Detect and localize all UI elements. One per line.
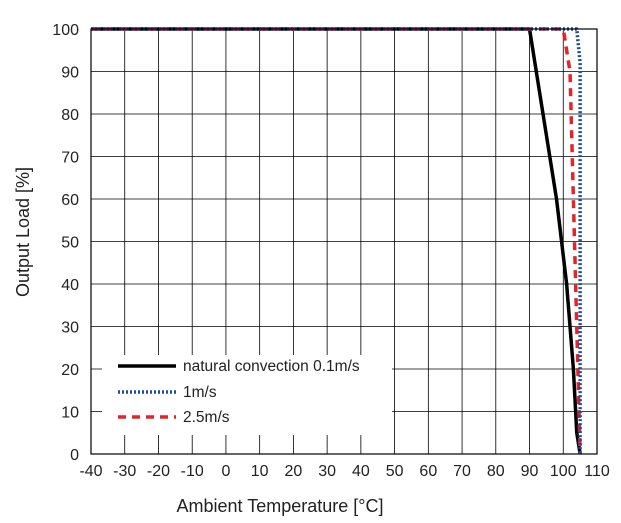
x-tick-label: 50 [386,463,404,480]
y-tick-label: 30 [61,320,79,337]
x-tick-label: -20 [147,463,170,480]
legend-label-natural-convection: natural convection 0.1m/s [183,358,360,375]
legend-label-1ms: 1m/s [183,384,217,401]
y-tick-label: 50 [61,235,79,252]
x-tick-label: 20 [285,463,303,480]
x-tick-label: 110 [584,463,610,480]
x-tick-label: 60 [419,463,437,480]
x-tick-label: -30 [113,463,136,480]
x-tick-label: -40 [79,463,102,480]
x-tick-label: 70 [453,463,471,480]
x-tick-label: 40 [352,463,370,480]
y-tick-label: 80 [61,107,79,124]
x-tick-label: 10 [251,463,269,480]
y-axis-title: Output Load [%] [13,167,33,297]
legend-label-2-5ms: 2.5m/s [183,409,230,426]
y-tick-label: 70 [61,150,79,167]
series-line-0 [91,27,582,455]
y-tick-label: 100 [52,22,79,39]
y-tick-label: 0 [70,447,79,464]
x-tick-label: -10 [181,463,204,480]
x-tick-label: 100 [550,463,577,480]
plot-frame [90,28,598,455]
y-tick-label: 90 [61,65,79,82]
x-axis-title: Ambient Temperature [°C] [177,496,384,516]
x-tick-label: 80 [487,463,505,480]
y-tick-label: 40 [61,277,79,294]
y-tick-label: 10 [61,405,79,422]
x-tick-label: 0 [221,463,230,480]
x-tick-label: 30 [318,463,336,480]
legend: natural convection 0.1m/s 1m/s 2.5m/s [102,355,392,435]
x-tick-label: 90 [521,463,539,480]
tick-labels: -40 -30 -20 -10 0 10 20 30 40 50 60 70 80 90 100 110 0 10… [52,22,610,480]
y-tick-label: 60 [61,192,79,209]
legend-box [102,355,392,435]
y-tick-label: 20 [61,362,79,379]
